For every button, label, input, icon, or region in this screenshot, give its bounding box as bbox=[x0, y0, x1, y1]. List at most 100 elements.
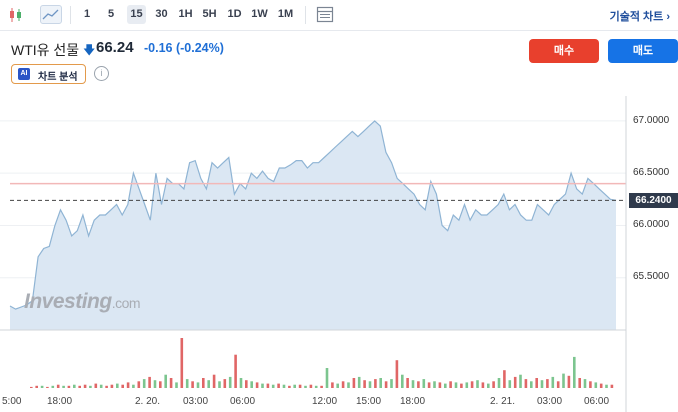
volume-bar bbox=[341, 381, 345, 388]
volume-bar bbox=[427, 382, 431, 388]
volume-bar bbox=[497, 378, 501, 388]
volume-bar bbox=[556, 381, 560, 388]
volume-bar bbox=[196, 382, 200, 388]
x-tick-label: 03:00 bbox=[183, 396, 209, 407]
volume-bar bbox=[126, 382, 130, 388]
volume-bar bbox=[56, 384, 60, 388]
volume-bar bbox=[105, 385, 108, 388]
volume-bar bbox=[492, 381, 495, 388]
volume-bar bbox=[191, 381, 194, 388]
volume-bar bbox=[277, 383, 280, 388]
volume-bar bbox=[357, 376, 361, 388]
volume-bar bbox=[169, 378, 173, 388]
interval-5h[interactable]: 5H bbox=[202, 8, 217, 20]
x-tick-label: 2. 20. bbox=[135, 396, 161, 407]
volume-bar bbox=[239, 378, 243, 388]
volume-bar bbox=[207, 380, 210, 388]
x-tick-label: 06:00 bbox=[584, 396, 610, 407]
volume-bar bbox=[282, 384, 286, 388]
volume-bar bbox=[384, 381, 388, 388]
volume-bar bbox=[51, 385, 55, 388]
price-area bbox=[10, 120, 616, 331]
area-chart-icon[interactable] bbox=[40, 5, 62, 24]
volume-bar bbox=[599, 383, 603, 388]
volume-bar bbox=[519, 374, 522, 388]
volume-bar bbox=[508, 380, 512, 388]
volume-bar bbox=[288, 385, 291, 388]
last-price: 66.24 bbox=[96, 39, 134, 56]
volume-bar bbox=[142, 379, 146, 388]
volume-bar bbox=[583, 379, 587, 388]
volume-bar bbox=[535, 378, 538, 388]
ai-button-label: 차트 분석 bbox=[38, 72, 78, 83]
volume-bar bbox=[298, 384, 302, 388]
volume-bar bbox=[449, 381, 452, 388]
volume-bar bbox=[530, 381, 533, 388]
interval-1w[interactable]: 1W bbox=[251, 8, 268, 20]
volume-bar bbox=[331, 382, 334, 388]
volume-bar bbox=[594, 382, 598, 388]
volume-bar bbox=[573, 356, 576, 388]
volume-bar bbox=[83, 384, 87, 388]
volume-bar bbox=[470, 381, 474, 388]
interval-1[interactable]: 1 bbox=[83, 8, 91, 20]
volume-bar bbox=[180, 338, 184, 388]
volume-bar bbox=[546, 379, 549, 388]
volume-bar bbox=[422, 379, 426, 388]
volume-bar bbox=[212, 374, 216, 388]
volume-bars bbox=[30, 338, 614, 388]
volume-bar bbox=[460, 383, 463, 388]
technical-chart-link[interactable]: 기술적 차트 › bbox=[609, 11, 670, 23]
volume-bar bbox=[481, 382, 485, 388]
volume-bar bbox=[35, 385, 38, 388]
price-chart[interactable] bbox=[0, 96, 678, 412]
volume-bar bbox=[347, 382, 350, 388]
volume-bar bbox=[99, 384, 103, 388]
ai-chart-analysis-button[interactable]: AI 차트 분석 bbox=[11, 64, 86, 84]
volume-bar bbox=[255, 382, 259, 388]
interval-15[interactable]: 15 bbox=[127, 5, 146, 24]
x-tick-label: 2. 21. bbox=[490, 396, 516, 407]
candlestick-icon[interactable] bbox=[8, 6, 24, 24]
volume-bar bbox=[78, 385, 81, 388]
volume-bar bbox=[406, 378, 409, 388]
volume-bar bbox=[271, 384, 275, 388]
volume-bar bbox=[73, 384, 76, 388]
interval-5[interactable]: 5 bbox=[107, 8, 115, 20]
interval-1d[interactable]: 1D bbox=[227, 8, 242, 20]
last-price-tag: 66.2400 bbox=[629, 193, 678, 208]
volume-bar bbox=[578, 378, 581, 388]
volume-bar bbox=[293, 384, 296, 388]
volume-bar bbox=[433, 381, 436, 388]
volume-bar bbox=[320, 385, 323, 388]
x-tick-label: 18:00 bbox=[47, 396, 73, 407]
data-table-icon[interactable] bbox=[316, 6, 334, 23]
volume-bar bbox=[159, 381, 162, 388]
interval-1m[interactable]: 1M bbox=[277, 8, 294, 20]
volume-bar bbox=[325, 368, 329, 388]
volume-bar bbox=[266, 383, 270, 388]
buy-button[interactable]: 매수 bbox=[529, 39, 599, 63]
investing-watermark: Investing.com bbox=[24, 290, 141, 313]
volume-bar bbox=[503, 370, 506, 388]
interval-30[interactable]: 30 bbox=[155, 8, 168, 20]
info-icon[interactable]: i bbox=[94, 66, 109, 81]
volume-bar bbox=[363, 380, 366, 388]
volume-bar bbox=[513, 376, 517, 388]
volume-bar bbox=[438, 382, 442, 388]
volume-bar bbox=[304, 385, 307, 388]
volume-bar bbox=[250, 381, 253, 388]
volume-bar bbox=[336, 383, 339, 388]
y-tick-label: 67.0000 bbox=[633, 115, 670, 126]
volume-bar bbox=[202, 378, 205, 388]
volume-bar bbox=[137, 381, 141, 388]
interval-1h[interactable]: 1H bbox=[178, 8, 193, 20]
volume-bar bbox=[261, 383, 264, 388]
volume-bar bbox=[476, 380, 479, 388]
volume-bar bbox=[605, 384, 608, 388]
volume-bar bbox=[309, 384, 313, 388]
volume-bar bbox=[379, 378, 382, 388]
sell-button[interactable]: 매도 bbox=[608, 39, 678, 63]
volume-bar bbox=[395, 360, 399, 388]
price-line bbox=[9, 120, 617, 310]
